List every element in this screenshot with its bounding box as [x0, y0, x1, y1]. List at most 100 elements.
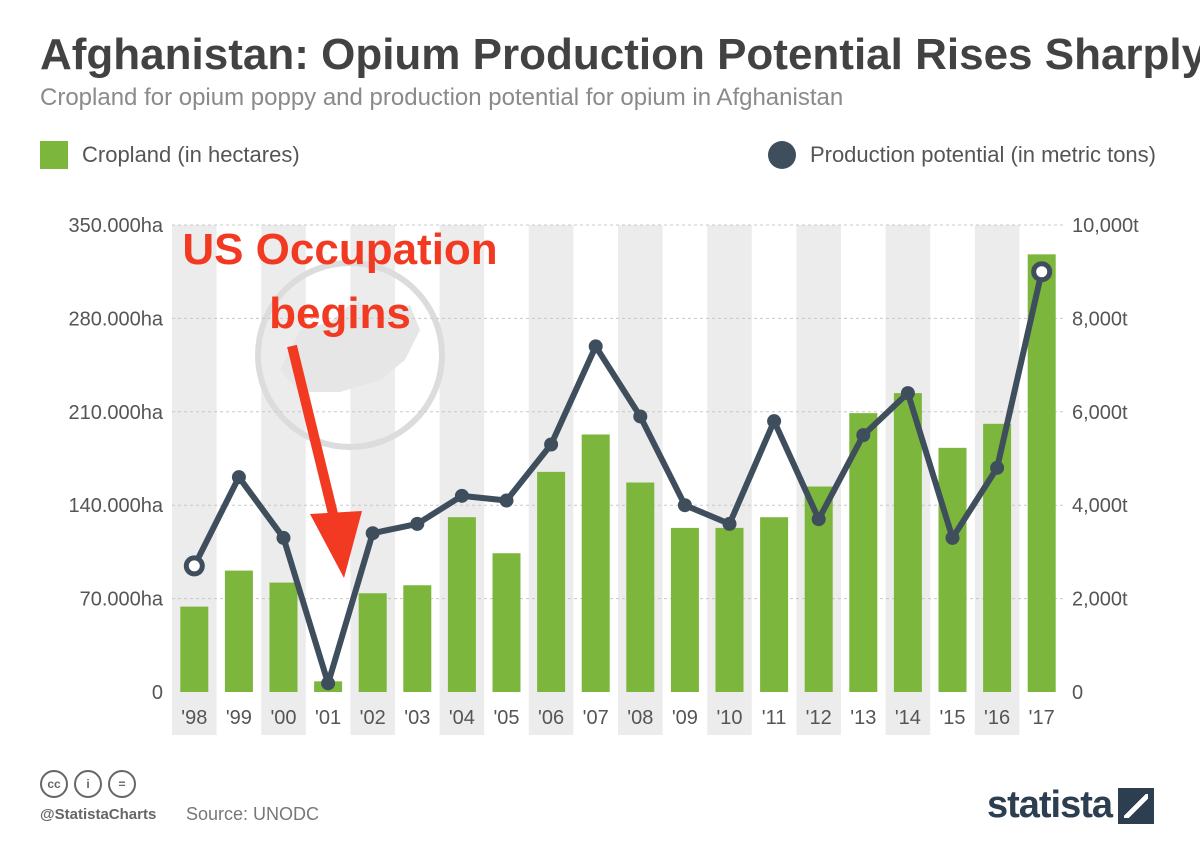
brand-text: statista: [986, 784, 1113, 826]
left-tick-label: 350.000ha: [68, 215, 163, 237]
x-tick-label: '03: [404, 707, 430, 729]
legend-bar-swatch: [40, 141, 68, 169]
bar-04: [447, 517, 476, 692]
watermark-circle: [255, 260, 445, 450]
line-point-05: [499, 493, 514, 508]
right-tick-label: 8,000t: [1072, 308, 1128, 330]
bar-08: [626, 482, 655, 692]
line-point-14: [900, 386, 915, 401]
annotation-line1: US Occupation: [182, 225, 497, 274]
bar-09: [670, 527, 699, 692]
x-tick-label: '10: [716, 707, 742, 729]
line-point-12: [811, 512, 826, 527]
source-text: Source: UNODC: [186, 804, 320, 824]
x-axis: '98 '99 '00 '01 '02 '03 '04 '05 '06 '07 '08 '09 '10 '…: [181, 707, 1054, 729]
x-tick-label: '06: [538, 707, 564, 729]
line-series: [183, 261, 1053, 691]
x-tick-label: '14: [895, 707, 921, 729]
statista-logo: statista: [987, 784, 1154, 827]
right-tick-label: 0: [1072, 682, 1083, 704]
left-tick-label: 70.000ha: [80, 589, 164, 611]
line-point-98: [183, 555, 205, 577]
line-point-16: [990, 460, 1005, 475]
cc-icon: cc: [40, 770, 68, 798]
right-axis: 0 2,000t 4,000t 6,000t 8,000t 10,000t: [1072, 215, 1139, 704]
line-point-03: [410, 516, 425, 531]
bar-05: [492, 553, 521, 692]
brand-mark-icon: [1118, 787, 1154, 824]
chart-subtitle: Cropland for opium poppy and production …: [40, 84, 844, 111]
left-tick-label: 0: [152, 682, 163, 704]
legend-line: Production potential (in metric tons): [767, 141, 1156, 169]
annotation-line2: begins: [269, 289, 411, 338]
x-tick-label: '16: [984, 707, 1010, 729]
line-point-07: [588, 339, 603, 354]
x-tick-label: '05: [493, 707, 519, 729]
line-point-10: [722, 516, 737, 531]
x-tick-label: '17: [1029, 707, 1055, 729]
production-line: [191, 271, 1045, 687]
left-tick-label: 140.000ha: [68, 495, 163, 517]
line-point-06: [544, 437, 559, 452]
bar-00: [269, 582, 298, 692]
bar-02: [358, 593, 387, 692]
bar-98: [180, 606, 209, 692]
line-point-11: [767, 414, 782, 429]
right-tick-label: 6,000t: [1072, 402, 1128, 424]
x-tick-label: '13: [850, 707, 876, 729]
legend-line-swatch: [767, 141, 796, 169]
map-shape: [280, 300, 420, 392]
chart-title: Afghanistan: Opium Production Potential …: [40, 30, 1200, 79]
annotation: US Occupation begins: [182, 225, 498, 578]
legend-line-label: Production potential (in metric tons): [809, 142, 1156, 167]
line-point-99: [231, 470, 246, 485]
left-axis: 0 70.000ha 140.000ha 210.000ha 280.000ha 350.…: [68, 215, 163, 704]
bar-15: [938, 447, 967, 692]
afghanistan-map-watermark: [255, 260, 445, 450]
left-tick-label: 210.000ha: [68, 402, 163, 424]
bar-99: [224, 570, 253, 692]
x-tick-label: '99: [226, 707, 252, 729]
x-tick-label: '11: [762, 707, 787, 729]
bar-11: [760, 517, 789, 692]
x-tick-label: '15: [939, 707, 965, 729]
right-tick-label: 4,000t: [1072, 495, 1128, 517]
line-point-15: [945, 530, 960, 545]
line-point-09: [677, 498, 692, 513]
line-point-02: [365, 526, 380, 541]
left-tick-label: 280.000ha: [68, 308, 163, 330]
right-tick-label: 2,000t: [1072, 589, 1128, 611]
legend-bars: Cropland (in hectares): [40, 141, 300, 169]
legend-bars-label: Cropland (in hectares): [82, 142, 300, 167]
x-tick-label: '12: [806, 707, 832, 729]
bar-14: [893, 393, 922, 692]
line-point-17: [1031, 261, 1053, 283]
bar-03: [403, 585, 432, 692]
x-tick-label: '04: [449, 707, 475, 729]
bar-07: [581, 434, 610, 692]
x-tick-label: '09: [672, 707, 698, 729]
bar-17: [1027, 254, 1056, 692]
x-tick-label: '08: [627, 707, 653, 729]
line-point-00: [276, 530, 291, 545]
x-tick-label: '98: [181, 707, 207, 729]
attribution-icon: i: [74, 770, 102, 798]
right-tick-label: 10,000t: [1072, 215, 1139, 237]
annotation-arrow-head: [310, 511, 362, 578]
license-icons: cc i =: [40, 770, 136, 798]
bar-06: [537, 471, 566, 692]
gridlines: [172, 224, 1064, 600]
bar-series: [180, 254, 1056, 692]
no-derivatives-icon: =: [108, 770, 136, 798]
x-tick-label: '01: [315, 707, 341, 729]
line-point-13: [856, 428, 871, 443]
x-tick-label: '00: [270, 707, 296, 729]
bar-10: [715, 527, 744, 692]
annotation-arrow-shaft: [287, 344, 339, 520]
line-point-01: [321, 676, 336, 691]
line-point-08: [633, 409, 648, 424]
x-tick-label: '07: [583, 707, 609, 729]
x-tick-label: '02: [360, 707, 386, 729]
